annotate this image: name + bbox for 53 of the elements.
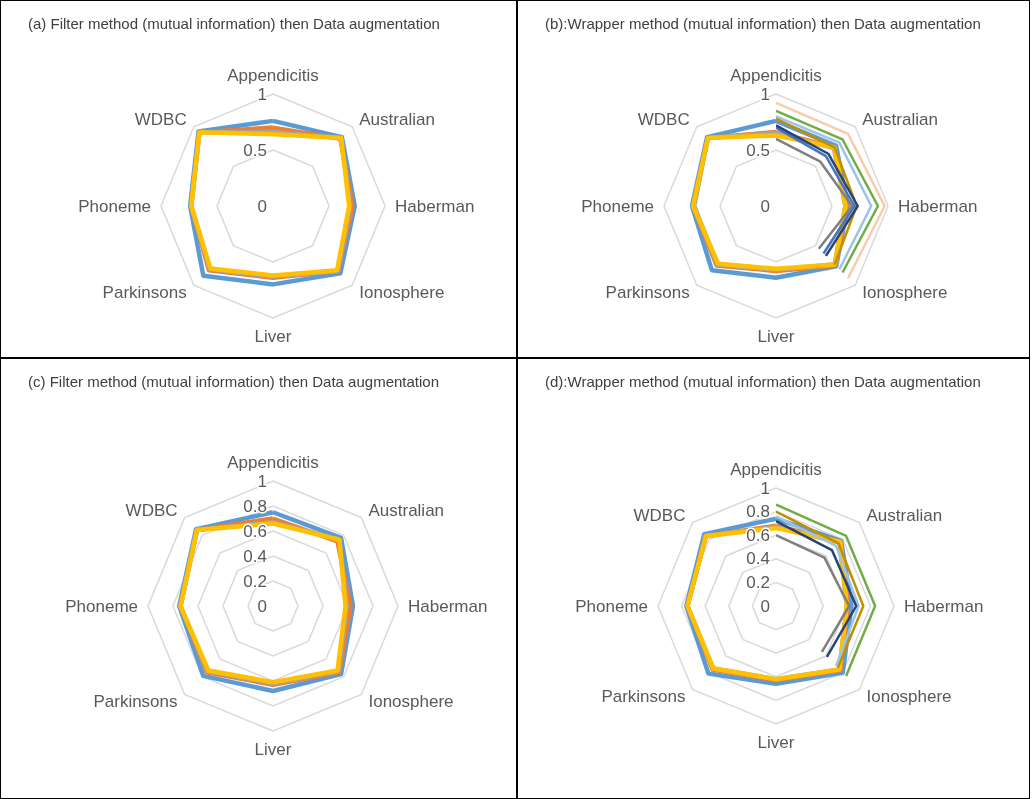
y-tick-label: 0 (760, 596, 770, 616)
chart-title: (a) Filter method (mutual information) then Data augmentation (28, 15, 440, 32)
y-tick-label: 1 (760, 84, 770, 104)
y-tick-label: 1 (257, 84, 267, 104)
spoke-label: Appendicitis (227, 453, 319, 472)
y-tick-label: 1 (760, 478, 770, 498)
spoke-label: Australian (862, 110, 938, 130)
chart-title: (c) Filter method (mutual information) then Data augmentation (28, 373, 440, 390)
spoke-label: Liver (757, 327, 795, 346)
spoke-label: WDBC (125, 501, 178, 521)
y-tick-label: 1 (257, 471, 267, 491)
y-tick-label: 0.8 (243, 496, 267, 516)
spoke-label: Parkinsons (102, 282, 187, 302)
y-tick-label: 0.2 (746, 572, 770, 592)
spoke-label: Appendicitis (227, 66, 319, 85)
spoke-label: Phoneme (65, 596, 138, 616)
y-tick-label: 0 (257, 596, 267, 616)
spoke-label: WDBC (633, 505, 686, 525)
y-tick-label: 0.4 (746, 549, 770, 569)
spoke-label: Australian (866, 505, 943, 525)
y-tick-label: 0.4 (243, 546, 267, 566)
y-tick-label: 0 (257, 196, 267, 216)
spoke-label: Ionosphere (862, 282, 948, 302)
spoke-label: Phoneme (581, 196, 654, 216)
spoke-label: Liver (254, 327, 292, 346)
spoke-label: Liver (254, 740, 292, 759)
spoke-label: Parkinsons (93, 691, 178, 711)
y-tick-label: 0.5 (243, 140, 267, 160)
chart-title: (d):Wrapper method (mutual information) then Data augmentation (545, 373, 981, 390)
spoke-label: Australian (368, 501, 445, 521)
spoke-label: WDBC (637, 110, 690, 130)
spoke-label: WDBC (134, 110, 187, 130)
y-tick-label: 0.2 (243, 571, 267, 591)
spoke-label: Appendicitis (730, 460, 822, 479)
spoke-label: Haberman (408, 596, 488, 616)
spoke-label: Phoneme (575, 596, 648, 616)
spoke-label: Liver (757, 733, 795, 752)
spoke-label: Ionosphere (359, 282, 445, 302)
spoke-label: Parkinsons (601, 687, 686, 707)
spoke-label: Ionosphere (368, 691, 454, 711)
spoke-label: Australian (359, 110, 435, 130)
spoke-label: Haberman (898, 196, 978, 216)
y-tick-label: 0.5 (746, 140, 770, 160)
y-tick-label: 0 (760, 196, 770, 216)
spoke-label: Appendicitis (730, 66, 822, 85)
spoke-label: Parkinsons (605, 282, 690, 302)
spoke-label: Phoneme (78, 196, 151, 216)
spoke-label: Ionosphere (866, 687, 952, 707)
y-tick-label: 0.8 (746, 502, 770, 522)
spoke-label: Haberman (904, 596, 984, 616)
y-tick-label: 0.6 (243, 521, 267, 541)
chart-title: (b):Wrapper method (mutual information) then Data augmentation (545, 15, 981, 32)
spoke-label: Haberman (395, 196, 475, 216)
